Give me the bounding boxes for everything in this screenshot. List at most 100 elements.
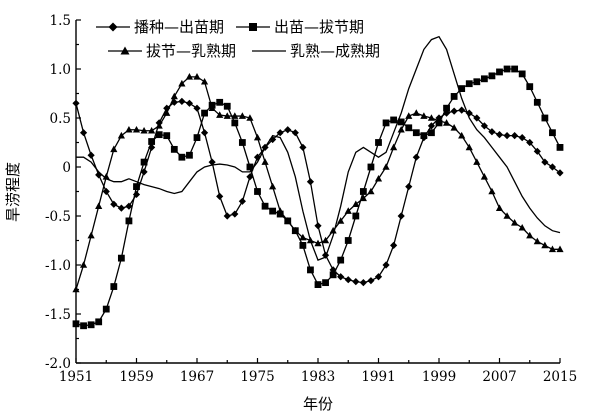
data-point-triangle — [374, 174, 383, 182]
data-point-diamond — [359, 279, 367, 287]
data-point-square — [170, 145, 178, 153]
data-point-triangle — [518, 223, 526, 231]
data-point-diamond — [208, 158, 216, 166]
data-point-square — [375, 139, 382, 146]
x-tick-label: 2015 — [543, 369, 577, 385]
y-tick-label: -1.5 — [45, 307, 71, 323]
data-point-triangle — [465, 143, 473, 151]
data-point-square — [526, 83, 534, 91]
data-point-triangle — [321, 236, 330, 244]
data-point-triangle — [276, 207, 284, 214]
data-point-diamond — [367, 277, 375, 285]
data-point-diamond — [314, 222, 322, 230]
data-point-square — [163, 132, 171, 140]
data-point-square — [322, 279, 329, 287]
data-point-square — [397, 118, 405, 126]
data-point-triangle — [314, 239, 322, 247]
data-point-square — [193, 134, 201, 141]
data-point-diamond — [72, 99, 80, 107]
data-point-triangle — [163, 109, 171, 116]
data-point-triangle — [503, 212, 511, 219]
data-point-triangle — [359, 194, 367, 202]
data-point-square — [254, 188, 261, 195]
data-point-square — [238, 139, 246, 146]
data-point-square — [496, 68, 503, 76]
data-point-square — [178, 153, 186, 161]
data-point-triangle — [208, 104, 216, 111]
data-point-triangle — [344, 207, 352, 214]
data-point-triangle — [125, 125, 133, 133]
data-point-square — [299, 242, 307, 249]
data-point-triangle — [405, 112, 413, 119]
series-line-3 — [75, 76, 560, 290]
data-point-triangle — [155, 122, 163, 129]
legend-entry-4: 乳熟—成熟期 — [252, 42, 380, 60]
data-point-diamond — [458, 106, 466, 114]
data-point-square — [117, 254, 125, 262]
data-point-square — [223, 102, 231, 110]
data-point-square — [216, 98, 224, 106]
data-point-triangle — [382, 163, 390, 170]
data-point-diamond — [412, 153, 420, 161]
data-point-triangle — [367, 187, 375, 195]
data-point-square — [465, 80, 473, 88]
data-point-square — [140, 158, 148, 166]
data-point-diamond — [117, 204, 125, 212]
data-point-diamond — [284, 126, 292, 134]
data-point-square — [344, 237, 352, 244]
data-point-diamond — [102, 187, 110, 196]
data-point-triangle — [269, 182, 277, 190]
data-point-triangle — [110, 145, 118, 153]
data-point-square — [95, 318, 103, 326]
data-point-triangle — [223, 112, 231, 119]
data-point-triangle — [412, 109, 420, 116]
data-point-diamond — [473, 114, 481, 122]
data-point-diamond — [488, 128, 496, 136]
data-point-triangle — [480, 173, 488, 180]
y-tick-label: 1.5 — [50, 13, 71, 29]
data-point-triangle — [390, 143, 398, 151]
data-point-triangle — [533, 237, 541, 245]
data-point-square — [269, 207, 277, 215]
legend-label-1: 播种—出苗期 — [134, 18, 224, 36]
data-point-triangle — [488, 187, 496, 195]
data-point-triangle — [193, 73, 201, 80]
data-point-diamond — [556, 169, 564, 177]
data-point-square — [359, 188, 367, 195]
data-point-square — [155, 131, 163, 139]
legend-entry-3: 拔节—乳熟期 — [108, 42, 236, 60]
data-point-triangle — [541, 241, 549, 249]
data-point-square — [473, 78, 481, 86]
data-point-diamond — [352, 278, 360, 286]
data-point-triangle — [231, 112, 239, 119]
x-tick-label: 1951 — [59, 369, 93, 385]
y-tick-label: 0 — [62, 160, 71, 176]
data-point-square — [87, 321, 95, 329]
data-point-triangle — [79, 261, 88, 268]
data-point-diamond — [503, 132, 511, 140]
data-point-square — [549, 129, 556, 137]
series-line-4 — [76, 35, 561, 261]
data-point-triangle — [253, 133, 262, 141]
data-point-diamond — [299, 143, 307, 151]
data-point-square — [443, 104, 450, 112]
data-point-triangle — [556, 245, 564, 253]
data-point-triangle — [95, 202, 103, 209]
x-axis-title: 年份 — [303, 395, 333, 413]
data-point-diamond — [337, 273, 345, 281]
y-tick-label: -0.5 — [45, 209, 71, 225]
x-tick-label: 1999 — [422, 369, 456, 385]
data-point-triangle — [178, 79, 186, 87]
legend-label-4: 乳熟—成熟期 — [290, 42, 380, 60]
legend-entry-2: 出苗—拔节期 — [236, 18, 364, 36]
data-point-square — [246, 163, 254, 171]
data-point-square — [503, 65, 511, 73]
y-tick-label: -1.0 — [45, 258, 71, 274]
data-point-diamond — [216, 192, 224, 200]
series-layer — [72, 35, 564, 330]
x-axis-ticks: 1951 1959 1967 1975 1983 1991 1999 2007 2015 — [59, 358, 577, 385]
x-tick-label: 1959 — [119, 369, 153, 385]
data-point-square — [231, 119, 239, 127]
x-tick-label: 1967 — [180, 369, 214, 385]
data-point-diamond — [87, 151, 95, 159]
